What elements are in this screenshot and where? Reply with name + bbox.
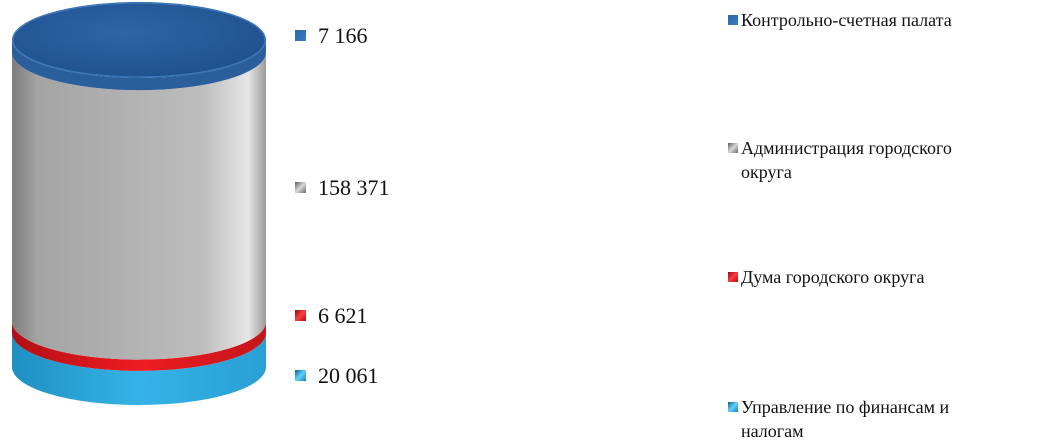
cylinder-segment-администрация-городского-округа xyxy=(12,52,266,360)
data-label-text: 7 166 xyxy=(318,23,368,48)
legend-label: Дума городского округа xyxy=(741,267,925,287)
legend-label: налогам xyxy=(741,421,804,441)
legend-label: Администрация городского xyxy=(741,138,952,158)
cylinder-top-cap xyxy=(12,2,266,78)
data-labels: 20 061 6 621 158 371 7 166 xyxy=(295,23,390,388)
legend: Контрольно-счетная палата Администрация г… xyxy=(728,10,952,441)
legend-item-администрация-городского-округа: Администрация городского округа xyxy=(728,138,952,182)
legend-item-дума-городского-округа: Дума городского округа xyxy=(728,267,925,287)
data-label-text: 6 621 xyxy=(318,303,368,328)
cylinder-segment-дума-городского-округа xyxy=(12,321,266,371)
data-label-marker xyxy=(295,310,306,321)
legend-marker xyxy=(728,402,738,412)
legend-label: округа xyxy=(741,162,792,182)
legend-label: Управление по финансам и xyxy=(741,397,950,417)
data-label-marker xyxy=(295,370,306,381)
data-label-контрольно-счетная-палата: 7 166 xyxy=(295,23,368,48)
data-label-marker xyxy=(295,182,306,193)
cylinder-segment-управление-по-финансам-и-налогам xyxy=(12,332,266,405)
legend-label: Контрольно-счетная палата xyxy=(741,10,952,30)
cylinder-top-rim xyxy=(12,2,266,78)
data-label-text: 158 371 xyxy=(318,175,390,200)
legend-marker xyxy=(728,15,738,25)
data-label-управление-по-финансам-и-налогам: 20 061 xyxy=(295,363,379,388)
data-label-администрация-городского-округа: 158 371 xyxy=(295,175,390,200)
legend-item-управление-по-финансам-и-налогам: Управление по финансам и налогам xyxy=(728,397,950,441)
legend-item-контрольно-счетная-палата: Контрольно-счетная палата xyxy=(728,10,952,30)
cylinder-chart xyxy=(12,2,266,405)
data-label-дума-городского-округа: 6 621 xyxy=(295,303,368,328)
legend-marker xyxy=(728,272,738,282)
data-label-text: 20 061 xyxy=(318,363,379,388)
legend-marker xyxy=(728,143,738,153)
data-label-marker xyxy=(295,30,306,41)
cylinder-segment-контрольно-счетная-палата xyxy=(12,40,266,91)
